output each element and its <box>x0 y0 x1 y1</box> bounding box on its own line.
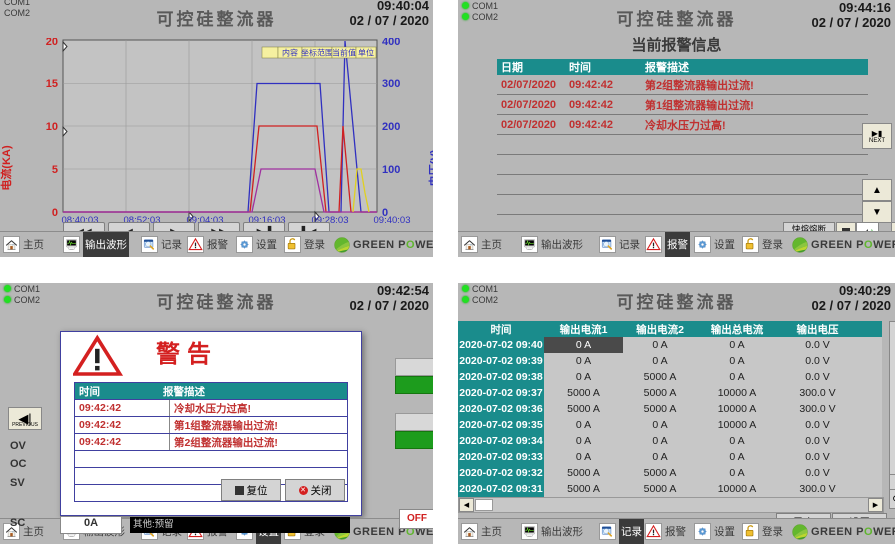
svg-text:电压(V): 电压(V) <box>427 149 433 186</box>
svg-text:0: 0 <box>52 207 58 219</box>
svg-text:400: 400 <box>382 38 400 48</box>
svg-text:200: 200 <box>382 121 400 133</box>
svg-text:电流(KA): 电流(KA) <box>0 145 13 191</box>
svg-text:当前值: 当前值 <box>332 48 356 58</box>
svg-text:300: 300 <box>382 78 400 90</box>
svg-text:10: 10 <box>46 121 58 133</box>
svg-text:单位: 单位 <box>358 48 374 58</box>
svg-text:内容: 内容 <box>282 48 298 58</box>
svg-text:09:40:03: 09:40:03 <box>374 215 411 226</box>
svg-text:100: 100 <box>382 164 400 176</box>
svg-text:20: 20 <box>46 38 58 48</box>
svg-text:坐标范围: 坐标范围 <box>301 48 333 58</box>
svg-text:5: 5 <box>52 164 58 176</box>
svg-text:15: 15 <box>46 78 58 90</box>
